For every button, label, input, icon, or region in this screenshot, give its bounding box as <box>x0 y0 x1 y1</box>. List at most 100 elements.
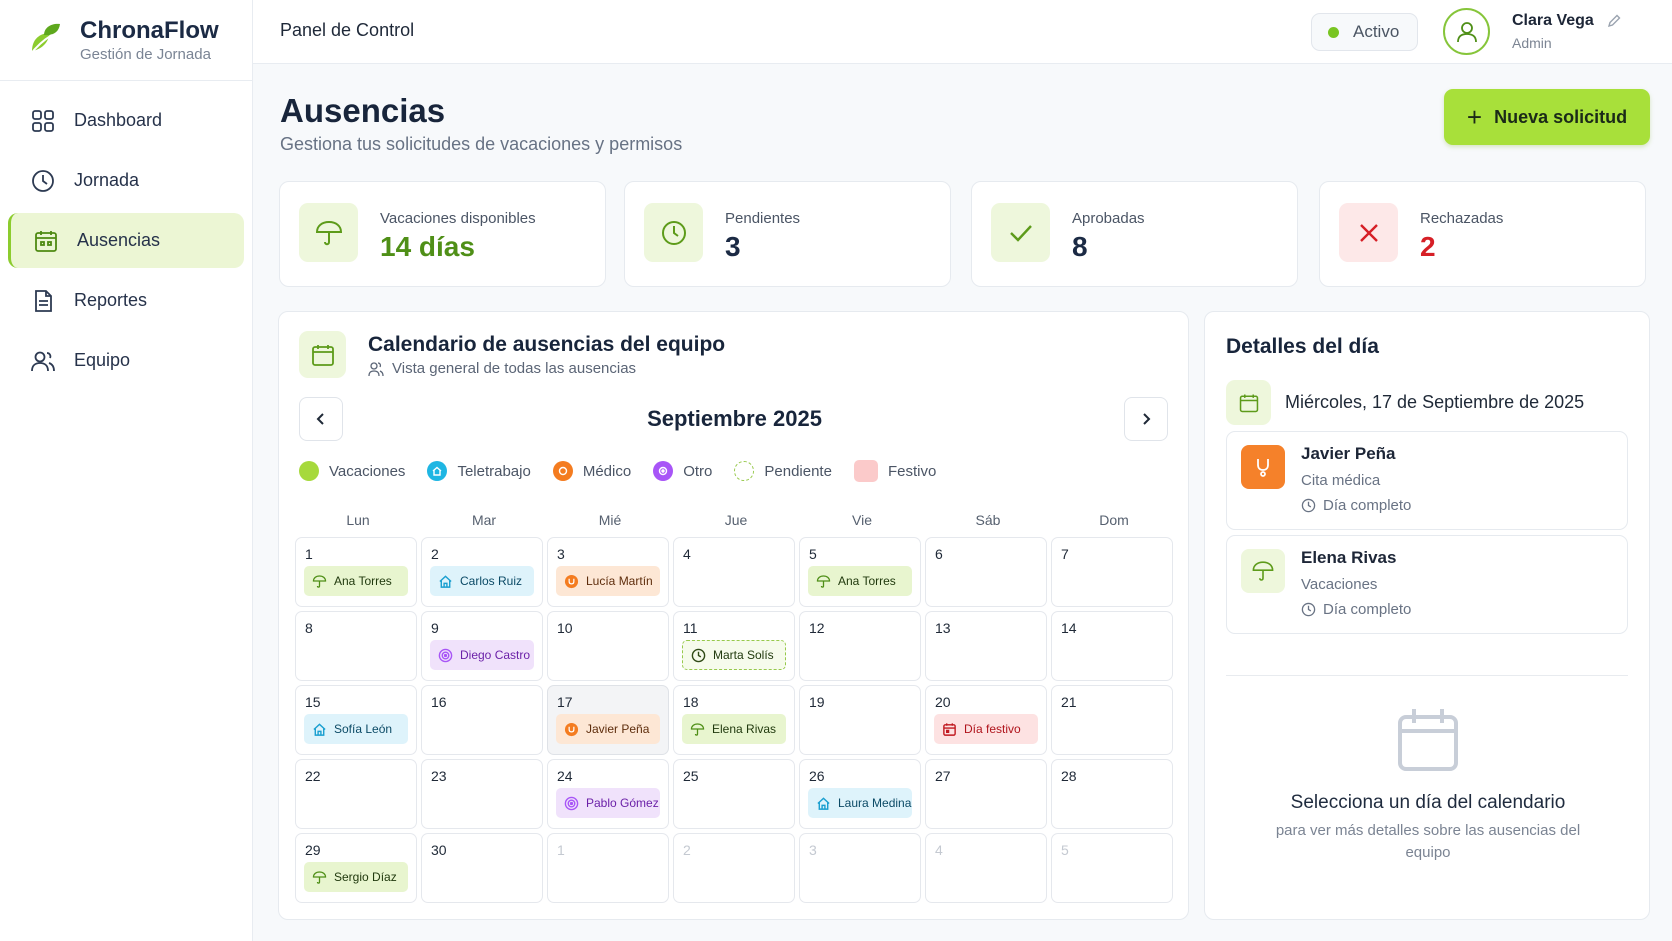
status-badge[interactable]: Activo <box>1311 13 1418 51</box>
calendar-day-cell[interactable]: 8 <box>295 611 417 681</box>
calendar-day-cell[interactable]: 19 <box>799 685 921 755</box>
day-number: 5 <box>1061 842 1069 858</box>
calendar-day-cell[interactable]: 14 <box>1051 611 1173 681</box>
umbrella-icon <box>312 574 327 588</box>
calendar-day-cell[interactable]: 3 Lucía Martín <box>547 537 669 607</box>
calendar-day-cell[interactable]: 25 <box>673 759 795 829</box>
home-icon <box>817 796 830 810</box>
event-label: Ana Torres <box>334 574 392 588</box>
calendar-day-cell[interactable]: 4 <box>925 833 1047 903</box>
umbrella-icon <box>1241 549 1285 593</box>
calendar-day-cell[interactable]: 1 <box>547 833 669 903</box>
absence-name: Javier Peña <box>1301 444 1396 463</box>
legend-teletrabajo: Teletrabajo <box>427 461 531 481</box>
calendar-day-cell[interactable]: 5 Ana Torres <box>799 537 921 607</box>
weekday-label: Sáb <box>975 512 1001 528</box>
day-number: 10 <box>557 620 573 636</box>
absence-event[interactable]: Carlos Ruiz <box>430 566 534 596</box>
sidebar-item-equipo[interactable]: Equipo <box>8 333 244 388</box>
absence-event[interactable]: Ana Torres <box>808 566 912 596</box>
top-header: Panel de Control Activo Clara Vega Admin <box>253 0 1672 64</box>
calendar-day-cell[interactable]: 21 <box>1051 685 1173 755</box>
day-number: 9 <box>431 620 439 636</box>
page-subtitle: Gestiona tus solicitudes de vacaciones y… <box>280 134 683 154</box>
absence-event[interactable]: Javier Peña <box>556 714 660 744</box>
legend-label: Otro <box>683 462 713 480</box>
calendar-day-cell[interactable]: 5 <box>1051 833 1173 903</box>
stat-card-pendientes[interactable]: Pendientes 3 <box>624 181 951 287</box>
sidebar-nav: Dashboard Jornada Ausencias Reportes <box>0 81 252 405</box>
stat-card-vacaciones[interactable]: Vacaciones disponibles 14 días <box>279 181 606 287</box>
absence-event[interactable]: Sergio Díaz <box>304 862 408 892</box>
calendar-day-cell[interactable]: 10 <box>547 611 669 681</box>
stat-card-aprobadas[interactable]: Aprobadas 8 <box>971 181 1298 287</box>
new-request-button[interactable]: + Nueva solicitud <box>1444 89 1650 145</box>
calendar-day-cell[interactable]: 6 <box>925 537 1047 607</box>
calendar-day-cell[interactable]: 2 Carlos Ruiz <box>421 537 543 607</box>
chevron-left-icon <box>316 413 324 425</box>
calendar-day-cell[interactable]: 30 <box>421 833 543 903</box>
calendar-day-cell[interactable]: 20 Día festivo <box>925 685 1047 755</box>
sidebar-item-reportes[interactable]: Reportes <box>8 273 244 328</box>
calendar-day-cell[interactable]: 23 <box>421 759 543 829</box>
absence-card[interactable]: Javier Peña Cita médica Día completo <box>1226 431 1628 530</box>
details-date: Miércoles, 17 de Septiembre de 2025 <box>1285 392 1585 412</box>
calendar-day-cell[interactable]: 2 <box>673 833 795 903</box>
day-number: 19 <box>809 694 825 710</box>
calendar-day-cell[interactable]: 18 Elena Rivas <box>673 685 795 755</box>
plus-icon: + <box>1466 101 1483 132</box>
calendar-icon <box>1226 380 1271 425</box>
legend-otro: Otro <box>653 461 712 481</box>
sidebar-item-jornada[interactable]: Jornada <box>8 153 244 208</box>
calendar-day-cell[interactable]: 26 Laura Medina <box>799 759 921 829</box>
absence-event[interactable]: Marta Solís <box>682 640 786 670</box>
calendar-day-cell[interactable]: 17 Javier Peña <box>547 685 669 755</box>
day-number: 3 <box>809 842 817 858</box>
next-month-button[interactable] <box>1124 397 1168 441</box>
calendar-day-cell[interactable]: 12 <box>799 611 921 681</box>
calendar-day-cell[interactable]: 3 <box>799 833 921 903</box>
calendar-day-cell[interactable]: 11 Marta Solís <box>673 611 795 681</box>
medical-icon <box>564 722 579 736</box>
absence-event[interactable]: Ana Torres <box>304 566 408 596</box>
other-icon <box>438 648 453 662</box>
clock-icon <box>644 203 703 262</box>
absence-event[interactable]: Pablo Gómez <box>556 788 660 818</box>
calendar-day-cell[interactable]: 28 <box>1051 759 1173 829</box>
document-icon <box>35 289 52 312</box>
calendar-day-cell[interactable]: 22 <box>295 759 417 829</box>
calendar-day-cell[interactable]: 16 <box>421 685 543 755</box>
calendar-day-cell[interactable]: 27 <box>925 759 1047 829</box>
stat-value: 14 días <box>380 231 475 262</box>
day-number: 27 <box>935 768 951 784</box>
event-label: Elena Rivas <box>712 722 777 736</box>
calendar-day-cell[interactable]: 9 Diego Castro <box>421 611 543 681</box>
calendar-day-cell[interactable]: 7 <box>1051 537 1173 607</box>
calendar-day-cell[interactable]: 29 Sergio Díaz <box>295 833 417 903</box>
stat-card-rechazadas[interactable]: Rechazadas 2 <box>1319 181 1646 287</box>
absence-event[interactable]: Día festivo <box>934 714 1038 744</box>
calendar-day-cell[interactable]: 4 <box>673 537 795 607</box>
day-number: 4 <box>683 546 691 562</box>
brand[interactable]: ChronaFlow Gestión de Jornada <box>0 0 252 81</box>
calendar-day-cell[interactable]: 15 Sofía León <box>295 685 417 755</box>
prev-month-button[interactable] <box>299 397 343 441</box>
absence-card[interactable]: Elena Rivas Vacaciones Día completo <box>1226 535 1628 634</box>
sidebar-item-ausencias[interactable]: Ausencias <box>8 213 244 268</box>
absence-event[interactable]: Elena Rivas <box>682 714 786 744</box>
stat-value: 3 <box>725 231 741 262</box>
absence-event[interactable]: Lucía Martín <box>556 566 660 596</box>
calendar-day-cell[interactable]: 1 Ana Torres <box>295 537 417 607</box>
calendar-day-cell[interactable]: 13 <box>925 611 1047 681</box>
calendar-subtitle-text: Vista general de todas las ausencias <box>392 360 637 377</box>
event-label: Lucía Martín <box>586 574 653 588</box>
absence-duration: Día completo <box>1301 601 1411 618</box>
pencil-icon[interactable] <box>1606 13 1622 29</box>
day-number: 29 <box>305 842 321 858</box>
absence-event[interactable]: Sofía León <box>304 714 408 744</box>
absence-event[interactable]: Diego Castro <box>430 640 534 670</box>
avatar[interactable] <box>1443 8 1490 55</box>
calendar-day-cell[interactable]: 24 Pablo Gómez <box>547 759 669 829</box>
sidebar-item-dashboard[interactable]: Dashboard <box>8 93 244 148</box>
absence-event[interactable]: Laura Medina <box>808 788 912 818</box>
